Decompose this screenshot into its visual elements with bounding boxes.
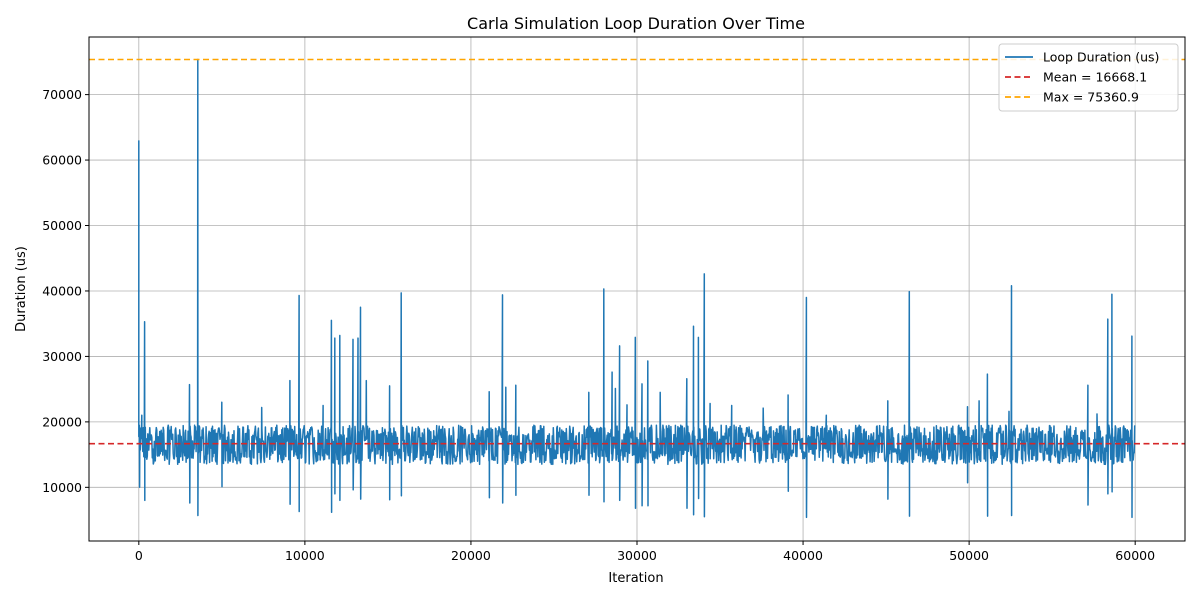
x-tick-label: 30000 bbox=[617, 548, 657, 563]
legend-label-mean: Mean = 16668.1 bbox=[1043, 70, 1147, 85]
y-tick-label: 20000 bbox=[42, 414, 82, 429]
grid bbox=[89, 37, 1185, 541]
x-axis-label: Iteration bbox=[608, 571, 663, 586]
x-tick-label: 40000 bbox=[783, 548, 823, 563]
legend-label-loop-duration: Loop Duration (us) bbox=[1043, 50, 1159, 65]
legend-label-max: Max = 75360.9 bbox=[1043, 90, 1139, 105]
y-axis: 10000 20000 30000 40000 50000 60000 70000 bbox=[42, 87, 89, 495]
y-tick-label: 10000 bbox=[42, 480, 82, 495]
y-tick-label: 60000 bbox=[42, 153, 82, 168]
chart-title: Carla Simulation Loop Duration Over Time bbox=[467, 14, 805, 33]
x-tick-label: 60000 bbox=[1115, 548, 1155, 563]
legend-box bbox=[998, 43, 1179, 112]
y-tick-label: 70000 bbox=[42, 87, 82, 102]
x-tick-label: 20000 bbox=[451, 548, 491, 563]
x-tick-label: 50000 bbox=[949, 548, 989, 563]
series-line-loop-duration bbox=[138, 58, 1136, 519]
legend: Loop Duration (us) Mean = 16668.1 Max = … bbox=[998, 43, 1179, 112]
y-tick-label: 30000 bbox=[42, 349, 82, 364]
y-tick-label: 40000 bbox=[42, 283, 82, 298]
x-tick-label: 0 bbox=[135, 548, 143, 563]
y-axis-label: Duration (us) bbox=[14, 246, 29, 332]
x-axis: 0 10000 20000 30000 40000 50000 60000 bbox=[135, 541, 1155, 563]
y-tick-label: 50000 bbox=[42, 218, 82, 233]
x-tick-label: 10000 bbox=[285, 548, 325, 563]
